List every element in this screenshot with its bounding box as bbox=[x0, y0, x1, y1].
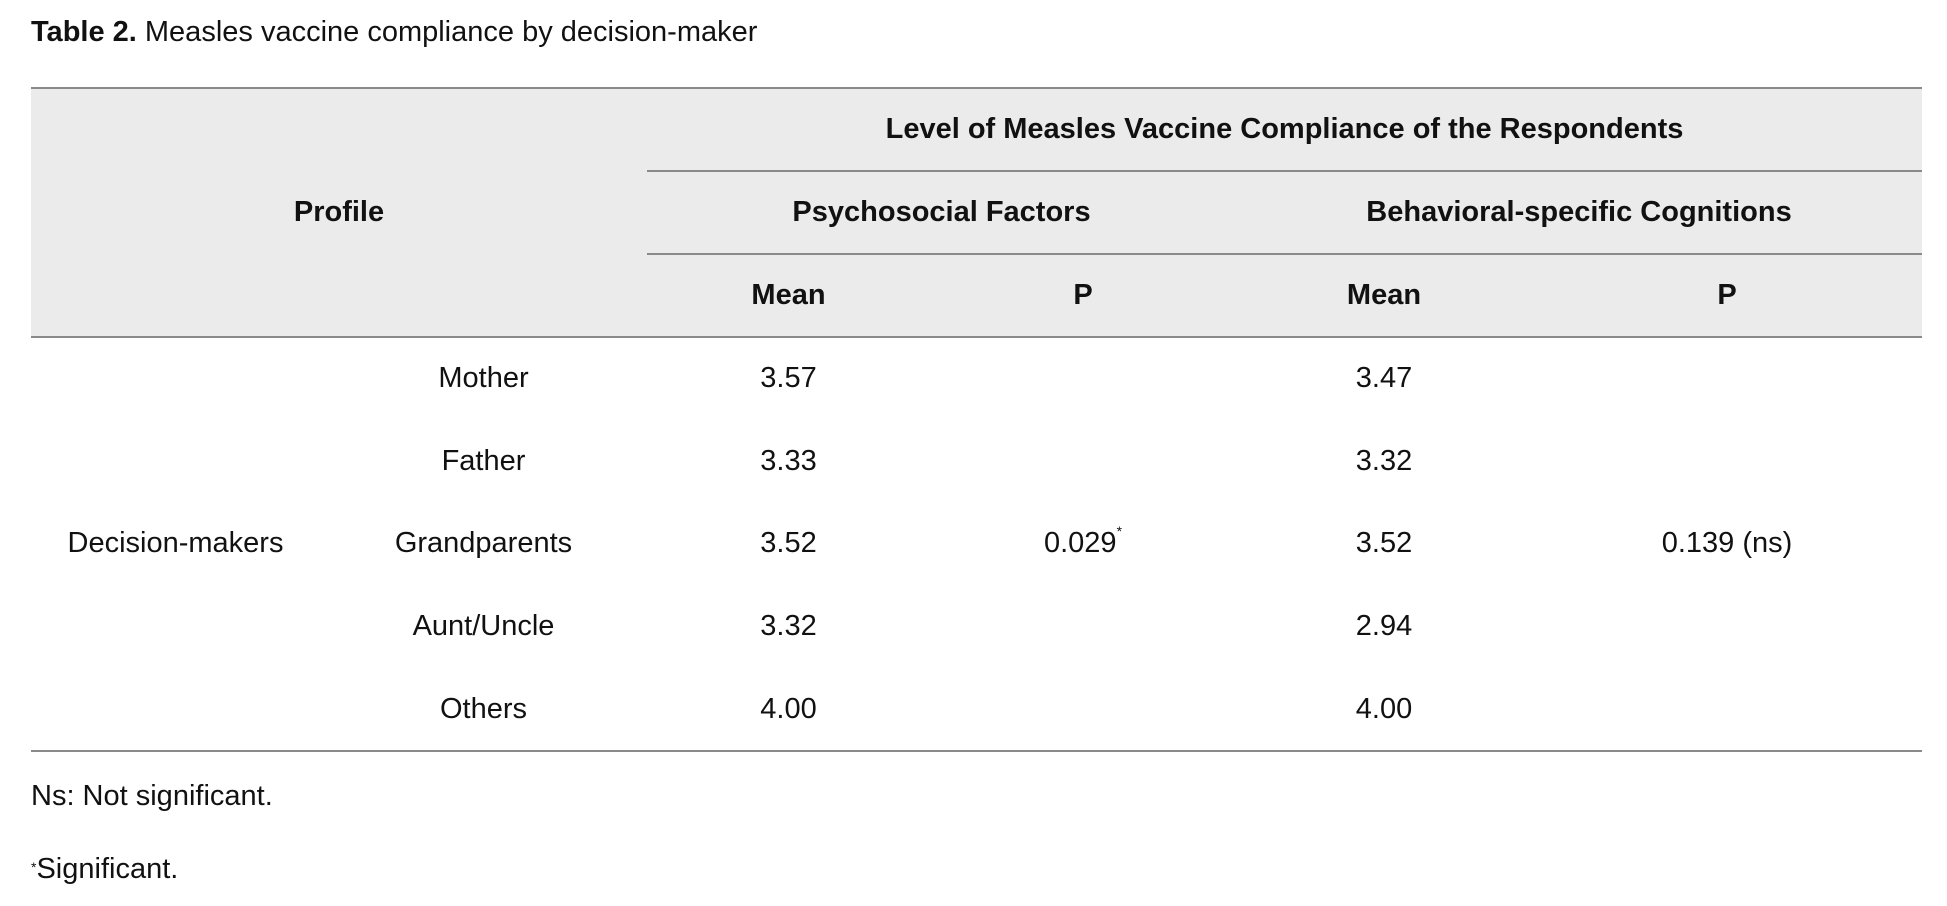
note-significant: *Significant. bbox=[31, 851, 178, 887]
table-row: Aunt/Uncle 3.32 2.94 bbox=[31, 585, 1922, 668]
table-row: Father 3.33 3.32 bbox=[31, 420, 1922, 503]
table-caption-text: Measles vaccine compliance by decision-m… bbox=[136, 16, 758, 48]
profile-cell: Grandparents bbox=[394, 527, 573, 560]
note-significant-text: Significant. bbox=[36, 853, 179, 885]
beh-mean-cell: 3.32 bbox=[1355, 444, 1413, 477]
psych-mean-cell: 3.32 bbox=[760, 610, 817, 643]
beh-p-cell: 0.139 (ns) bbox=[1532, 337, 1922, 752]
psych-mean-cell: 3.33 bbox=[760, 444, 817, 477]
profile-cell: Aunt/Uncle bbox=[412, 610, 555, 643]
table-row: Others 4.00 4.00 bbox=[31, 668, 1922, 752]
profile-cell: Others bbox=[320, 668, 647, 752]
profile-header: Profile bbox=[31, 87, 647, 338]
beh-mean-cell: 3.47 bbox=[1355, 362, 1413, 395]
table-row: Grandparents 3.52 3.52 bbox=[31, 503, 1922, 586]
beh-mean-cell: 2.94 bbox=[1355, 610, 1413, 643]
psych-mean-cell: 3.52 bbox=[760, 527, 817, 560]
header-row-2: Psychosocial Factors Behavioral-specific… bbox=[31, 171, 1922, 255]
group-label: Decision-makers bbox=[31, 337, 320, 752]
beh-mean-cell: 3.52 bbox=[1355, 527, 1413, 560]
profile-cell: Mother bbox=[438, 362, 529, 395]
table-caption-label: Table 2. bbox=[31, 16, 137, 48]
psych-mean-header: Mean bbox=[647, 254, 930, 338]
significance-mark: * bbox=[1116, 523, 1123, 540]
beh-mean-header: Mean bbox=[1236, 254, 1532, 338]
psych-p-cell: 0.029* bbox=[930, 337, 1236, 752]
psych-p-value: 0.029 bbox=[1043, 527, 1117, 560]
psych-mean-cell: 3.57 bbox=[760, 362, 817, 395]
psych-p-header: P bbox=[930, 254, 1236, 338]
compliance-table: Profile Level of Measles Vaccine Complia… bbox=[31, 87, 1922, 752]
psychosocial-header: Psychosocial Factors bbox=[647, 171, 1236, 255]
overall-header: Level of Measles Vaccine Compliance of t… bbox=[647, 87, 1922, 172]
profile-cell: Father bbox=[441, 444, 526, 477]
table-caption: Table 2. Measles vaccine compliance by d… bbox=[31, 14, 757, 50]
behavioral-header: Behavioral-specific Cognitions bbox=[1236, 171, 1922, 255]
psych-mean-cell: 4.00 bbox=[647, 668, 930, 752]
beh-mean-cell: 4.00 bbox=[1236, 668, 1532, 752]
note-not-significant: Ns: Not significant. bbox=[31, 780, 273, 812]
significance-mark: * bbox=[31, 859, 37, 875]
beh-p-header: P bbox=[1532, 254, 1922, 338]
header-row-3: Mean P Mean P bbox=[31, 254, 1922, 338]
table-row: Decision-makers Mother 3.57 0.029* 3.47 … bbox=[31, 337, 1922, 752]
header-row-1: Profile Level of Measles Vaccine Complia… bbox=[31, 87, 1922, 338]
